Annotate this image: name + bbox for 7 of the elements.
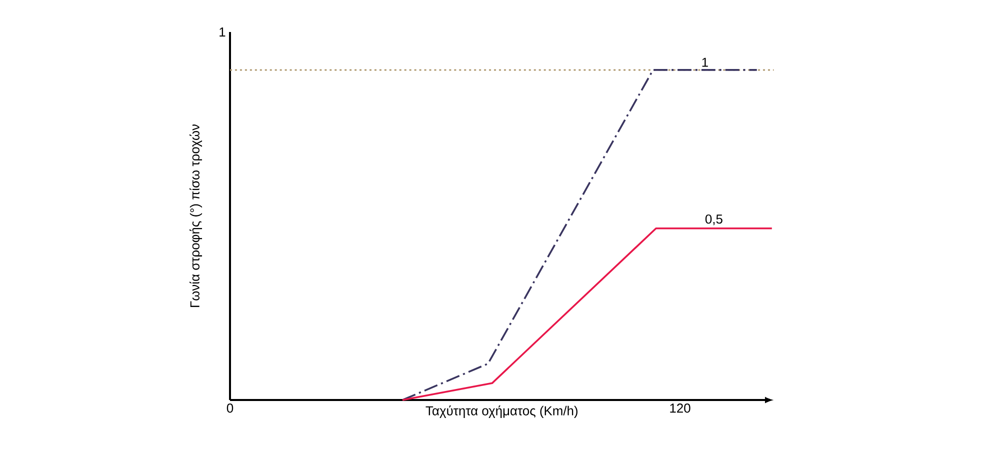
x-tick-label: 0	[226, 404, 234, 413]
x-axis-title: Ταχύτητα οχήματος (Km/h)	[426, 406, 578, 418]
x-tick-label: 120	[670, 404, 690, 413]
text: 1	[220, 28, 226, 36]
series-label: 0,5	[705, 214, 722, 226]
series-label: 1	[702, 58, 708, 67]
y-axis-title: Γωνία στροφής (°) πίσω τροχών	[190, 124, 202, 307]
